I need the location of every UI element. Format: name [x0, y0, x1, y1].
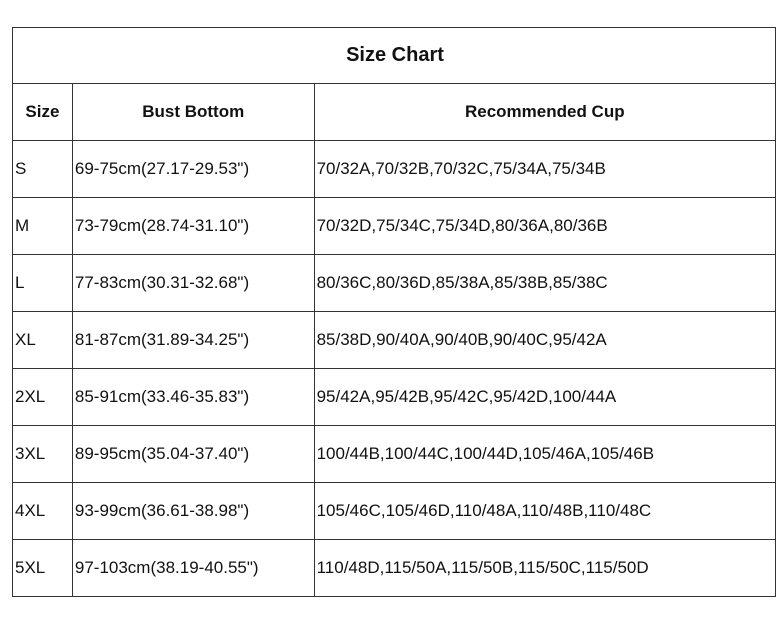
- table-row: S 69-75cm(27.17-29.53") 70/32A,70/32B,70/3…: [12, 140, 777, 198]
- recommended-cup-cell: 70/32A,70/32B,70/32C,75/34A,75/34B: [313, 140, 777, 198]
- recommended-cup-cell: 110/48D,115/50A,115/50B,115/50C,115/50D: [313, 539, 777, 597]
- table-row: L 77-83cm(30.31-32.68") 80/36C,80/36D,85/3…: [12, 254, 777, 312]
- recommended-cup-cell: 80/36C,80/36D,85/38A,85/38B,85/38C: [313, 254, 777, 312]
- bust-bottom-cell: 85-91cm(33.46-35.83"): [71, 368, 315, 426]
- recommended-cup-cell: 85/38D,90/40A,90/40B,90/40C,95/42A: [313, 311, 777, 369]
- table-row: 2XL 85-91cm(33.46-35.83") 95/42A,95/42B,95…: [12, 368, 777, 426]
- header-recommended-cup: Recommended Cup: [313, 83, 777, 141]
- bust-bottom-cell: 89-95cm(35.04-37.40"): [71, 425, 315, 483]
- bust-bottom-cell: 69-75cm(27.17-29.53"): [71, 140, 315, 198]
- title-row: Size Chart: [12, 27, 776, 84]
- recommended-cup-cell: 70/32D,75/34C,75/34D,80/36A,80/36B: [313, 197, 777, 255]
- recommended-cup-cell: 100/44B,100/44C,100/44D,105/46A,105/46B: [313, 425, 777, 483]
- size-chart-table: Size Chart Size Bust Bottom Recommended …: [12, 27, 777, 597]
- header-row: Size Bust Bottom Recommended Cup: [12, 83, 777, 141]
- size-cell: S: [12, 140, 73, 198]
- size-cell: 4XL: [12, 482, 73, 540]
- bust-bottom-cell: 93-99cm(36.61-38.98"): [71, 482, 315, 540]
- table-title: Size Chart: [12, 27, 776, 84]
- recommended-cup-cell: 105/46C,105/46D,110/48A,110/48B,110/48C: [313, 482, 777, 540]
- size-cell: 2XL: [12, 368, 73, 426]
- size-cell: L: [12, 254, 73, 312]
- size-cell: M: [12, 197, 73, 255]
- header-size: Size: [12, 83, 73, 141]
- table-row: 4XL 93-99cm(36.61-38.98") 105/46C,105/46D,…: [12, 482, 777, 540]
- table-row: M 73-79cm(28.74-31.10") 70/32D,75/34C,75/3…: [12, 197, 777, 255]
- table-row: 3XL 89-95cm(35.04-37.40") 100/44B,100/44C,…: [12, 425, 777, 483]
- size-cell: XL: [12, 311, 73, 369]
- table-row: 5XL 97-103cm(38.19-40.55") 110/48D,115/50A…: [12, 539, 777, 597]
- bust-bottom-cell: 77-83cm(30.31-32.68"): [71, 254, 315, 312]
- recommended-cup-cell: 95/42A,95/42B,95/42C,95/42D,100/44A: [313, 368, 777, 426]
- header-bust-bottom: Bust Bottom: [71, 83, 315, 141]
- size-cell: 3XL: [12, 425, 73, 483]
- bust-bottom-cell: 81-87cm(31.89-34.25"): [71, 311, 315, 369]
- size-cell: 5XL: [12, 539, 73, 597]
- bust-bottom-cell: 97-103cm(38.19-40.55"): [71, 539, 315, 597]
- bust-bottom-cell: 73-79cm(28.74-31.10"): [71, 197, 315, 255]
- table-row: XL 81-87cm(31.89-34.25") 85/38D,90/40A,90/…: [12, 311, 777, 369]
